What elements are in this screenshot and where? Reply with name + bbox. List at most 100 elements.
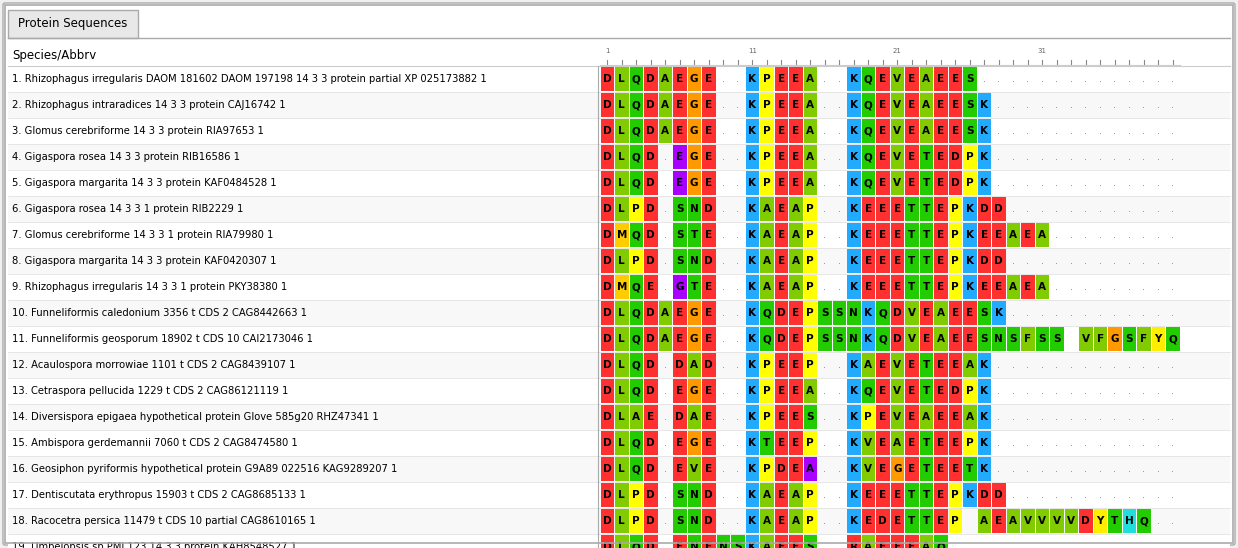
Text: P: P <box>763 178 770 188</box>
Bar <box>7 326 1231 352</box>
Text: .: . <box>1156 516 1160 526</box>
Text: D: D <box>603 334 612 344</box>
Text: P: P <box>763 100 770 110</box>
Bar <box>933 67 947 91</box>
Bar <box>948 249 962 273</box>
Text: D: D <box>646 204 655 214</box>
Text: A: A <box>894 438 901 448</box>
Bar <box>789 301 802 325</box>
Bar <box>890 67 904 91</box>
Bar <box>1093 509 1107 533</box>
Text: .: . <box>823 100 826 110</box>
Bar <box>803 145 817 169</box>
Text: L: L <box>619 256 625 266</box>
Bar <box>933 119 947 143</box>
Text: .: . <box>1055 464 1058 474</box>
Text: D: D <box>603 412 612 422</box>
Text: K: K <box>966 230 974 240</box>
Text: E: E <box>676 464 683 474</box>
Text: D: D <box>777 334 786 344</box>
Bar <box>673 483 687 507</box>
Bar <box>702 353 716 377</box>
Bar <box>789 119 802 143</box>
Text: A: A <box>966 360 974 370</box>
Bar <box>1035 275 1049 299</box>
Text: S: S <box>676 230 683 240</box>
Bar <box>644 535 657 548</box>
Text: .: . <box>1128 74 1130 84</box>
Bar <box>644 249 657 273</box>
Text: .: . <box>1143 282 1145 292</box>
Text: .: . <box>1055 178 1058 188</box>
Bar <box>745 535 759 548</box>
Text: .: . <box>1026 386 1029 396</box>
Text: .: . <box>838 152 841 162</box>
Bar <box>948 405 962 429</box>
Text: E: E <box>909 152 915 162</box>
Text: .: . <box>998 152 1000 162</box>
Text: D: D <box>704 490 713 500</box>
Text: E: E <box>894 256 901 266</box>
Bar <box>760 483 774 507</box>
Text: P: P <box>952 256 959 266</box>
Text: A: A <box>661 126 670 136</box>
Text: .: . <box>1099 438 1102 448</box>
Text: E: E <box>952 464 958 474</box>
Bar <box>992 301 1005 325</box>
Bar <box>687 171 701 195</box>
Text: P: P <box>806 334 815 344</box>
Text: S: S <box>1054 334 1061 344</box>
Text: .: . <box>1143 360 1145 370</box>
Text: .: . <box>1084 152 1087 162</box>
Text: .: . <box>722 178 724 188</box>
Text: .: . <box>737 152 739 162</box>
Text: L: L <box>619 308 625 318</box>
Bar <box>673 119 687 143</box>
Bar <box>978 93 990 117</box>
Text: .: . <box>1055 126 1058 136</box>
Bar <box>847 197 860 221</box>
Bar <box>745 379 759 403</box>
Bar <box>1021 223 1035 247</box>
Bar <box>1021 275 1035 299</box>
Text: .: . <box>1011 386 1015 396</box>
Text: T: T <box>922 438 930 448</box>
Text: 16. Geosiphon pyriformis hypothetical protein G9A89 022516 KAG9289207 1: 16. Geosiphon pyriformis hypothetical pr… <box>12 464 397 474</box>
Bar <box>890 275 904 299</box>
Text: L: L <box>619 412 625 422</box>
Text: A: A <box>661 308 670 318</box>
Text: G: G <box>690 100 698 110</box>
Text: E: E <box>647 412 655 422</box>
Bar <box>905 145 919 169</box>
Text: E: E <box>792 308 800 318</box>
Text: .: . <box>1113 360 1117 370</box>
Text: .: . <box>722 230 724 240</box>
Text: .: . <box>1143 74 1145 84</box>
Text: Q: Q <box>763 308 771 318</box>
Bar <box>948 67 962 91</box>
Text: .: . <box>1128 256 1130 266</box>
Bar <box>615 379 629 403</box>
Bar <box>803 93 817 117</box>
Bar <box>600 93 614 117</box>
Bar <box>905 67 919 91</box>
Text: D: D <box>603 308 612 318</box>
Text: .: . <box>1113 308 1117 318</box>
Text: D: D <box>893 308 901 318</box>
Bar <box>760 509 774 533</box>
Bar <box>862 171 875 195</box>
Bar <box>963 223 977 247</box>
Bar <box>629 483 643 507</box>
Bar <box>890 535 904 548</box>
Bar <box>963 457 977 481</box>
Text: .: . <box>1143 386 1145 396</box>
Text: D: D <box>879 516 888 526</box>
Text: V: V <box>1082 334 1089 344</box>
Text: .: . <box>737 74 739 84</box>
Bar <box>963 327 977 351</box>
Text: .: . <box>1041 438 1044 448</box>
Text: .: . <box>838 256 841 266</box>
Text: P: P <box>763 464 770 474</box>
Bar <box>659 93 672 117</box>
Bar <box>963 171 977 195</box>
